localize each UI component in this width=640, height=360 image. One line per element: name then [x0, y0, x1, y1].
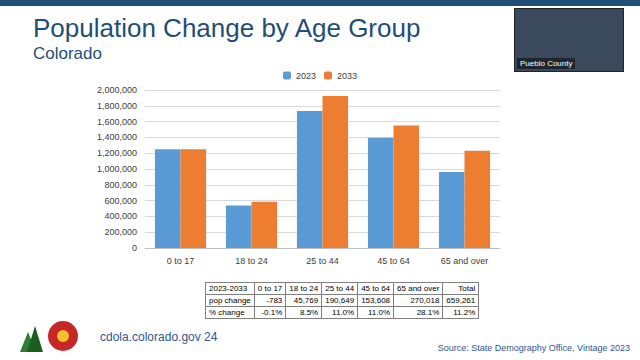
html-text:45,769: 45,769 [293, 296, 319, 305]
html-text:65 and over: 65 and over [397, 284, 440, 293]
svg-text:200,000: 200,000 [104, 227, 137, 237]
svg-text:18 to 24: 18 to 24 [235, 256, 268, 266]
html-text:153,608: 153,608 [361, 296, 391, 305]
html-text:pop change: pop change [209, 296, 251, 305]
html-text:28.1%: 28.1% [416, 308, 440, 317]
svg-text:1,400,000: 1,400,000 [97, 132, 137, 142]
svg-text:0 to 17: 0 to 17 [167, 256, 195, 266]
svg-text:0: 0 [132, 243, 137, 253]
html-text:270,018: 270,018 [410, 296, 440, 305]
svg-text:Population Change by Age Group: Population Change by Age Group [33, 13, 420, 43]
html-text:% change: % change [209, 308, 245, 317]
html-text:11.0%: 11.0% [368, 308, 391, 317]
html-text:-0.1%: -0.1% [261, 308, 283, 317]
svg-text:1,600,000: 1,600,000 [97, 117, 137, 127]
html-text:Source: State Demography Offic: Source: State Demography Office, Vintage… [437, 343, 630, 353]
svg-text:2033: 2033 [337, 71, 357, 81]
html-text:Total: Total [458, 284, 476, 293]
html-text:Pueblo County: Pueblo County [520, 59, 573, 68]
svg-text:1,200,000: 1,200,000 [97, 148, 137, 158]
html-text:11.0%: 11.0% [332, 308, 355, 317]
svg-text:Colorado: Colorado [33, 44, 102, 63]
svg-text:2,000,000: 2,000,000 [97, 85, 137, 95]
svg-text:65 and over: 65 and over [441, 256, 489, 266]
svg-text:45 to 64: 45 to 64 [377, 256, 410, 266]
html-text:8.5%: 8.5% [300, 308, 319, 317]
svg-text:600,000: 600,000 [104, 196, 137, 206]
html-text:18 to 24: 18 to 24 [289, 284, 319, 293]
html-text:659,261: 659,261 [446, 296, 476, 305]
svg-text:800,000: 800,000 [104, 180, 137, 190]
svg-text:2023: 2023 [296, 71, 316, 81]
html-text:25 to 44: 25 to 44 [325, 284, 355, 293]
html-text:190,649: 190,649 [325, 296, 355, 305]
svg-text:25 to 44: 25 to 44 [306, 256, 339, 266]
html-text:2023-2033: 2023-2033 [209, 284, 248, 293]
html-text:0 to 17: 0 to 17 [257, 284, 283, 293]
html-text:-783: -783 [266, 296, 283, 305]
html-text:45 to 64: 45 to 64 [361, 284, 391, 293]
html-text:11.2%: 11.2% [453, 308, 476, 317]
svg-text:1,000,000: 1,000,000 [97, 164, 137, 174]
svg-text:400,000: 400,000 [104, 211, 137, 221]
svg-text:1,800,000: 1,800,000 [97, 101, 137, 111]
html-text:cdola.colorado.gov 24: cdola.colorado.gov 24 [100, 330, 218, 344]
